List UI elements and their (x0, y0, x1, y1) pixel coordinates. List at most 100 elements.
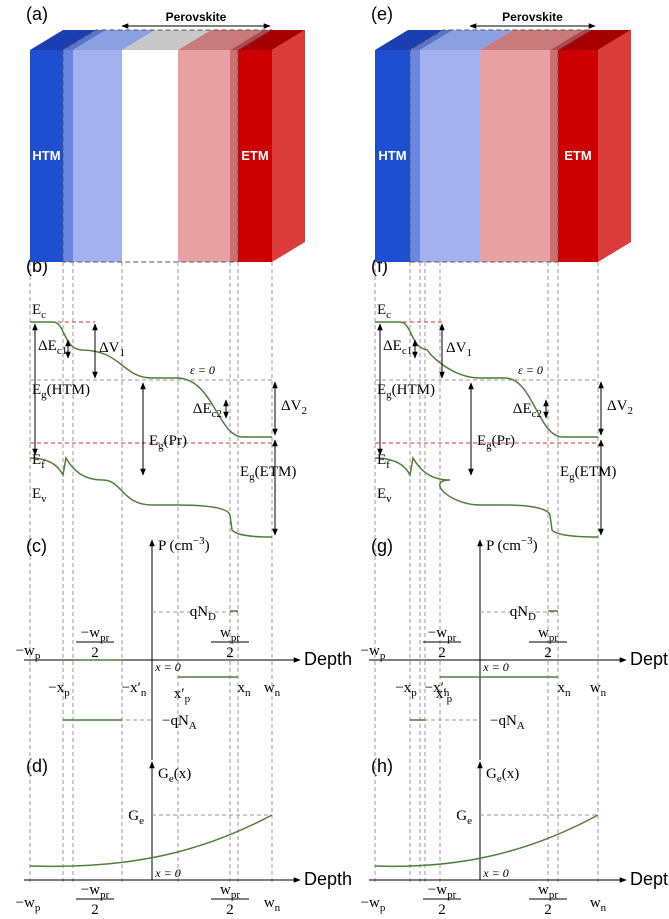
tick-label-numerator: −wpr (428, 882, 457, 901)
tick-label-denominator: 2 (226, 902, 234, 918)
charge-axis-label-sup: −3 (521, 535, 533, 547)
layer-side (272, 30, 305, 262)
tick-label-text: x′ (174, 686, 185, 702)
delta-v1-label-sub: 1 (466, 347, 472, 359)
generation-axis-label-text: G (158, 766, 169, 782)
generation-axis-label: Ge(x) (486, 766, 519, 785)
tick-label-text: −x′ (122, 680, 141, 696)
qnd-label: qND (510, 604, 536, 623)
axis-title: Depth (630, 649, 669, 669)
layer (480, 50, 550, 262)
eg-htm-label-after: (HTM) (392, 382, 435, 398)
tick-label: xn (558, 680, 572, 699)
delta-v2-label: ΔV2 (607, 398, 633, 417)
tick-label-denominator: 2 (438, 902, 446, 918)
tick-label-sub: p (64, 687, 70, 699)
etm-label: ETM (564, 148, 591, 163)
qna-label-sub: A (517, 720, 525, 732)
qna-label-text: −qN (490, 713, 517, 729)
valence-band (30, 458, 272, 537)
delta-v2-label-sub: 2 (627, 405, 633, 417)
eg-htm-label-text: E (32, 382, 41, 398)
eg-htm-label-text: E (377, 382, 386, 398)
ge-label-text: G (128, 808, 139, 824)
charge-axis-label: P (cm−3) (158, 535, 210, 554)
ev-label-sub: v (41, 493, 47, 505)
tick-label: wn (264, 895, 281, 914)
tick-label-numerator-text: −w (428, 625, 447, 641)
tick-label-sub: n (275, 687, 281, 699)
ev-label: Ev (32, 486, 47, 505)
tick-label-text: x′ (436, 686, 447, 702)
eg-htm-label-after: (HTM) (47, 382, 90, 398)
tick-label-numerator-text: w (538, 625, 549, 641)
tick-label-sub: n (601, 902, 607, 914)
delta-ec1-label-text: ΔE (38, 338, 57, 354)
eg-etm-label: Eg(ETM) (560, 464, 616, 483)
perovskite-label: Perovskite (502, 10, 563, 24)
axis-title: Depth (304, 649, 352, 669)
eg-etm-label: Eg(ETM) (240, 464, 296, 483)
eg-pr-label-after: (Pr) (164, 433, 187, 449)
tick-label-text: −w (16, 643, 35, 659)
eg-pr-label-text: E (149, 433, 158, 449)
delta-v1-label-text: ΔV (99, 340, 120, 356)
ge-label: Ge (456, 808, 472, 827)
charge-axis-label: P (cm−3) (486, 535, 538, 554)
ef-label: Ef (32, 452, 45, 471)
delta-ec1-label-sub: c1 (57, 345, 67, 357)
layer (178, 50, 230, 262)
tick-label: x = 0 (482, 660, 508, 674)
tick-label-sub: p (380, 650, 386, 662)
charge-axis-label-text: P (cm (486, 538, 521, 554)
layer (230, 50, 238, 262)
generation-axis-label-after: (x) (502, 766, 520, 782)
tick-label-sub: n (141, 687, 147, 699)
delta-v1-label: ΔV1 (446, 340, 472, 359)
generation-axis-label: Ge(x) (158, 766, 191, 785)
eg-htm-label: Eg(HTM) (377, 382, 435, 401)
tick-label-denominator: 2 (544, 902, 552, 918)
ev-label: Ev (377, 486, 392, 505)
eg-etm-label-text: E (240, 464, 249, 480)
tick-label-numerator: wpr (538, 882, 558, 901)
delta-ec1-label-text: ΔE (383, 338, 402, 354)
ef-label: Ef (377, 452, 390, 471)
tick-label: x′p (174, 686, 191, 705)
delta-v1-label: ΔV1 (99, 340, 125, 359)
ec-label: Ec (32, 302, 46, 321)
panel-label: (d) (26, 756, 48, 776)
ge-label: Ge (128, 808, 144, 827)
qna-label: −qNA (490, 713, 525, 732)
tick-label-denominator: 2 (91, 902, 99, 918)
delta-ec2-label-sub: c2 (212, 408, 222, 420)
qnd-label-sub: D (208, 611, 216, 623)
panel-label: (h) (371, 756, 393, 776)
tick-label-numerator-text: −w (81, 625, 100, 641)
tick-label-sub: n (275, 902, 281, 914)
panel-label: (a) (26, 4, 48, 24)
layer (410, 50, 420, 262)
panel-label: (c) (26, 536, 47, 556)
ec-label: Ec (377, 302, 391, 321)
generation-axis-label-after: (x) (174, 766, 192, 782)
tick-label: −wp (361, 895, 386, 914)
delta-ec2-label-sub: c2 (532, 408, 542, 420)
tick-label: x = 0 (482, 866, 508, 880)
tick-label-text: −x (395, 680, 411, 696)
axis-title: Depth (304, 869, 352, 889)
tick-label-sub: p (35, 650, 41, 662)
eg-pr-label: Eg(Pr) (477, 433, 515, 452)
delta-ec1-label-sub: c1 (402, 345, 412, 357)
generation-axis-label-text: G (486, 766, 497, 782)
tick-label-text: −x (48, 680, 64, 696)
tick-label-numerator-text: w (538, 882, 549, 898)
eg-htm-label: Eg(HTM) (32, 382, 90, 401)
tick-label-numerator-text: −w (428, 882, 447, 898)
panel-label: (e) (371, 4, 393, 24)
tick-label-numerator: wpr (220, 882, 240, 901)
tick-label-numerator: −wpr (81, 625, 110, 644)
tick-label: −xp (395, 680, 417, 699)
panel-label: (g) (371, 536, 393, 556)
tick-label-sub: n (245, 687, 251, 699)
